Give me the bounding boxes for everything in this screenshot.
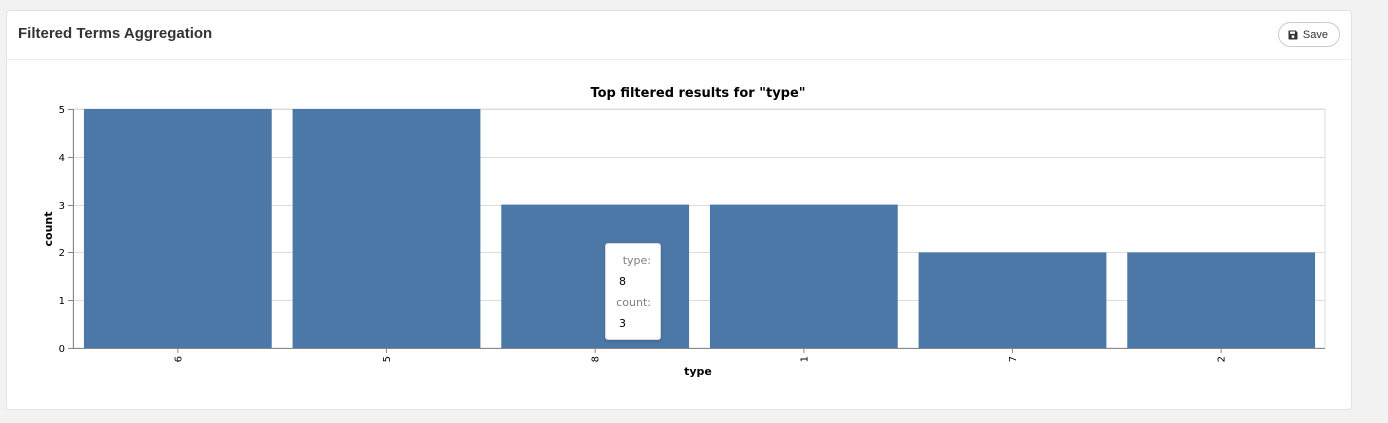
x-tick-label: 7 bbox=[1008, 356, 1019, 362]
panel-title: Filtered Terms Aggregation bbox=[18, 25, 213, 42]
save-label: Save bbox=[1302, 28, 1328, 41]
bar bbox=[918, 252, 1107, 348]
bar bbox=[292, 109, 481, 348]
tooltip-row-type: type: 8 bbox=[615, 250, 651, 292]
panel-header: Filtered Terms Aggregation Save bbox=[7, 11, 1351, 60]
save-icon bbox=[1288, 30, 1298, 40]
save-button[interactable]: Save bbox=[1277, 22, 1340, 47]
x-tick-label: 8 bbox=[591, 356, 602, 362]
y-tick-label: 2 bbox=[59, 248, 65, 259]
tooltip-row-count: count: 3 bbox=[615, 292, 651, 334]
y-tick-label: 5 bbox=[59, 105, 65, 116]
tooltip-value: 3 bbox=[619, 317, 626, 330]
x-tick-label: 1 bbox=[799, 356, 810, 362]
bar bbox=[1127, 252, 1316, 348]
y-tick-label: 4 bbox=[59, 153, 65, 164]
y-tick-label: 3 bbox=[59, 201, 65, 212]
tooltip-key: count: bbox=[616, 296, 651, 309]
x-axis-label: type bbox=[684, 365, 712, 378]
chart-title: Top filtered results for "type" bbox=[590, 86, 805, 101]
x-tick-label: 6 bbox=[173, 356, 184, 362]
tooltip-key: type: bbox=[622, 254, 651, 267]
tooltip: type: 8 count: 3 bbox=[605, 243, 661, 340]
bar bbox=[709, 204, 898, 348]
x-tick-label: 2 bbox=[1217, 356, 1228, 362]
bar bbox=[83, 109, 272, 348]
y-tick-label: 1 bbox=[59, 296, 65, 307]
tooltip-value: 8 bbox=[619, 275, 626, 288]
x-tick-label: 5 bbox=[382, 356, 393, 362]
y-tick-label: 0 bbox=[59, 344, 65, 355]
y-axis-label: count bbox=[42, 212, 55, 247]
